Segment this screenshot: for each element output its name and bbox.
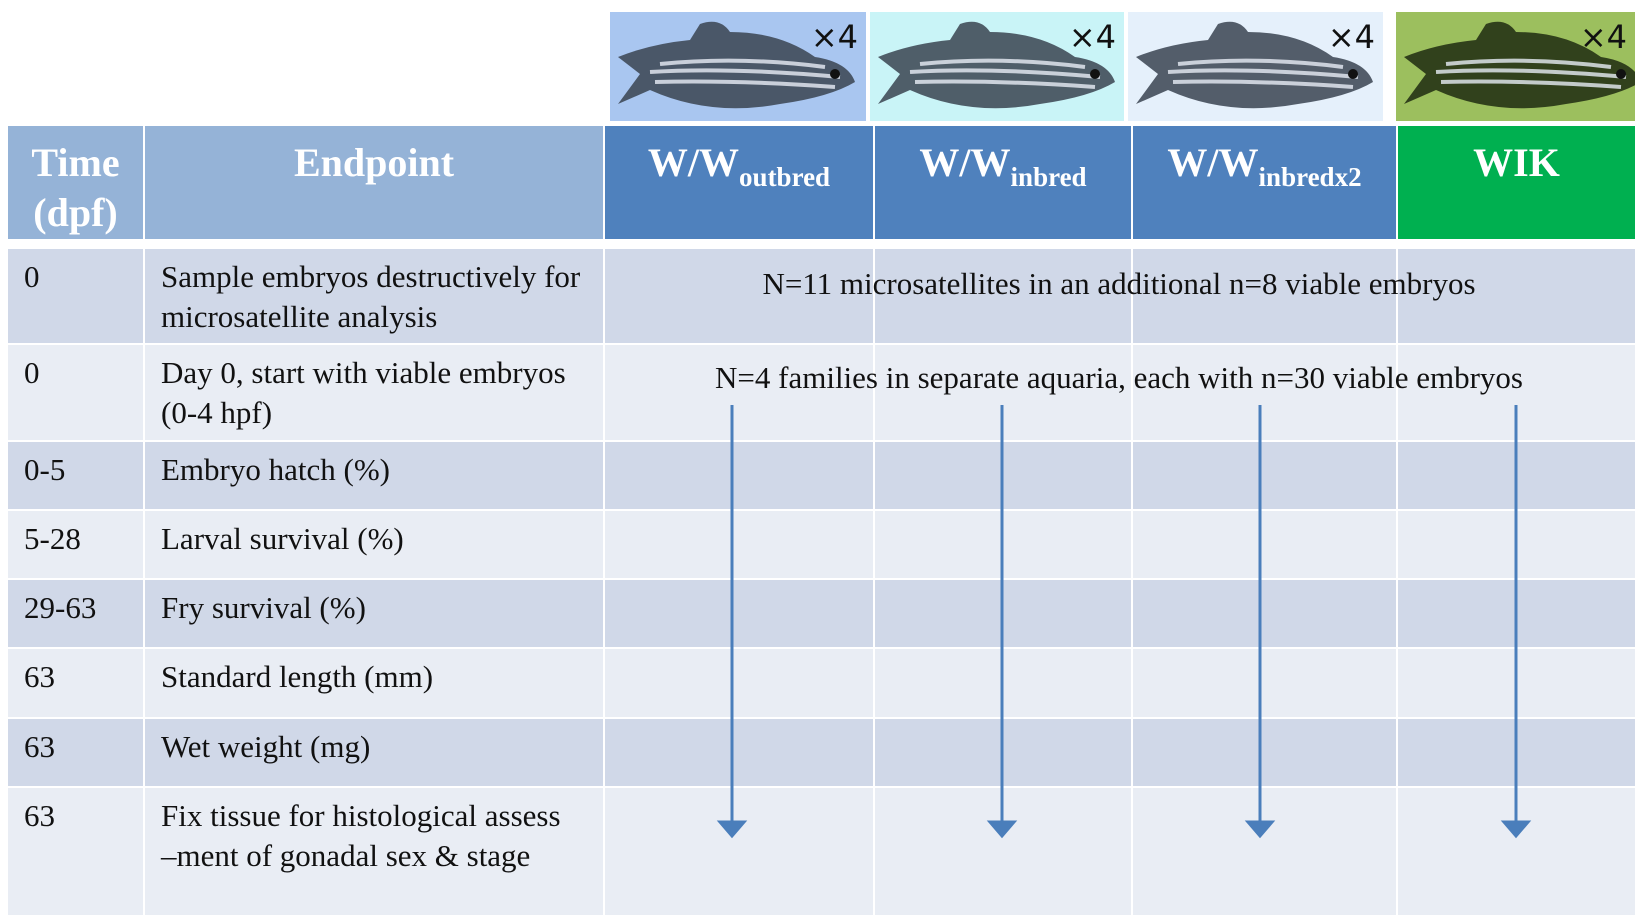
- empty-cell: [1133, 719, 1396, 786]
- table-cell: 63: [8, 649, 143, 717]
- table-cell: Larval survival (%): [145, 511, 603, 578]
- header-sub: inbredx2: [1258, 162, 1362, 192]
- table-cell: Embryo hatch (%): [145, 442, 603, 509]
- fish-panel: ×4: [1128, 12, 1383, 121]
- header-main: WIK: [1473, 140, 1560, 185]
- empty-cell: [875, 249, 1131, 343]
- empty-cell: [605, 788, 873, 915]
- fish-image: [1404, 21, 1635, 109]
- header-cell: Endpoint: [145, 126, 603, 239]
- header-main: W/W: [647, 140, 740, 185]
- fish-panel: ×4: [1396, 12, 1635, 121]
- header-sub: inbred: [1010, 162, 1087, 192]
- empty-cell: [605, 649, 873, 717]
- multiplier-label: ×4: [1327, 18, 1375, 56]
- header-cell: W/Winbred: [875, 126, 1131, 239]
- table-cell: Fry survival (%): [145, 580, 603, 647]
- empty-cell: [1133, 511, 1396, 578]
- empty-cell: [1133, 580, 1396, 647]
- header-cell: W/Winbredx2: [1133, 126, 1396, 239]
- header-main: W/W: [1167, 140, 1259, 185]
- span-note: N=11 microsatellites in an additional n=…: [762, 266, 1476, 301]
- empty-cell: [1133, 442, 1396, 509]
- multiplier-label: ×4: [1068, 18, 1116, 56]
- fish-panel: ×4: [610, 12, 866, 121]
- span-note: N=4 families in separate aquaria, each w…: [715, 360, 1523, 395]
- header-main: W/W: [919, 140, 1011, 185]
- table-cell: Fix tissue for histological assess –ment…: [145, 788, 603, 915]
- table-cell: 63: [8, 788, 143, 915]
- table-cell: Standard length (mm): [145, 649, 603, 717]
- empty-cell: [1133, 249, 1396, 343]
- fish-image: [1136, 21, 1373, 109]
- table-cell: 0: [8, 249, 143, 343]
- table-cell: 29-63: [8, 580, 143, 647]
- empty-cell: [1133, 345, 1396, 440]
- empty-cell: [605, 249, 873, 343]
- multiplier-label: ×4: [1579, 18, 1627, 56]
- fish-image: [618, 21, 855, 109]
- header-cell: Time (dpf): [8, 126, 143, 239]
- table-cell: 63: [8, 719, 143, 786]
- empty-cell: [1133, 649, 1396, 717]
- header-cell: WIK: [1398, 126, 1635, 239]
- multiplier-label: ×4: [810, 18, 858, 56]
- table-cell: Day 0, start with viable embryos (0-4 hp…: [145, 345, 603, 440]
- empty-cell: [605, 580, 873, 647]
- empty-cell: [1133, 788, 1396, 915]
- empty-cell: [605, 442, 873, 509]
- table-cell: Sample embryos destructively for microsa…: [145, 249, 603, 343]
- empty-cell: [1398, 249, 1635, 343]
- header-cell: W/Woutbred: [605, 126, 873, 239]
- fish-image: [878, 21, 1115, 109]
- empty-cell: [605, 719, 873, 786]
- header-main: Endpoint: [293, 140, 455, 185]
- table-cell: 0: [8, 345, 143, 440]
- table-cell: 0-5: [8, 442, 143, 509]
- header-main: Time (dpf): [31, 140, 120, 235]
- empty-cell: [605, 345, 873, 440]
- empty-cell: [605, 511, 873, 578]
- header-sub: outbred: [739, 162, 831, 192]
- fish-panel: ×4: [870, 12, 1124, 121]
- table-cell: Wet weight (mg): [145, 719, 603, 786]
- table-cell: 5-28: [8, 511, 143, 578]
